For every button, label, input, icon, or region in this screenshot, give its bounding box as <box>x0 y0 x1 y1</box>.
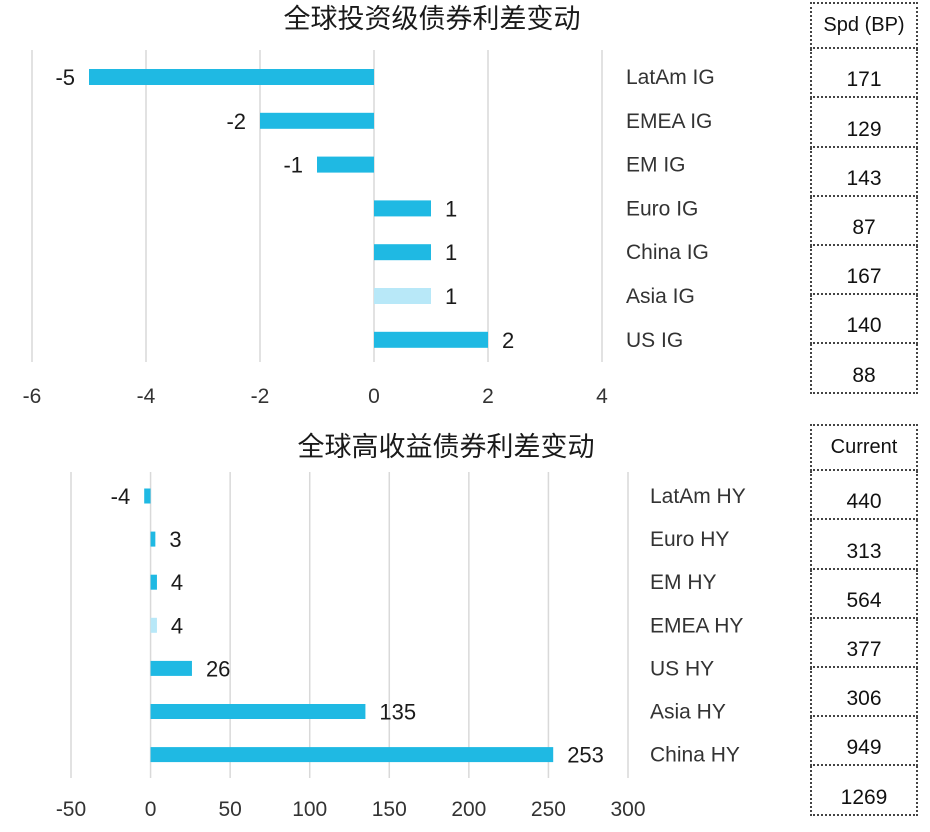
hy-tick-label: 150 <box>372 798 407 821</box>
ig-category-label: US IG <box>626 329 683 352</box>
ig-category-label: Euro IG <box>626 197 698 220</box>
ig-tick-label: 4 <box>596 385 608 408</box>
ig-data-label: -1 <box>283 153 303 178</box>
ig-data-label: 1 <box>445 240 457 265</box>
hy-data-label: 135 <box>379 700 416 725</box>
ig-data-label: -2 <box>226 109 246 134</box>
ig-bar-euro-ig <box>374 200 431 217</box>
ig-data-label: 1 <box>445 196 457 221</box>
ig-table-cell: 167 <box>810 243 918 296</box>
hy-chart-title: 全球高收益债券利差变动 <box>298 432 595 462</box>
ig-bar-emea-ig <box>260 112 374 129</box>
hy-bar-em-hy <box>150 574 157 590</box>
hy-category-label: EMEA HY <box>650 614 743 637</box>
hy-tick-label: 50 <box>218 798 241 821</box>
ig-spread-chart: 全球投资级债券利差变动 -6 -4 -2 0 2 4 -5 LatAm IG -2 EMEA IG -… <box>23 4 715 408</box>
hy-table-cell: 306 <box>810 665 918 718</box>
ig-bar-china-ig <box>374 244 431 261</box>
hy-category-label: Asia HY <box>650 701 726 724</box>
hy-bar-us-hy <box>150 660 192 676</box>
ig-table-cell: 129 <box>810 96 918 148</box>
ig-table-cell: 143 <box>810 145 918 197</box>
ig-spread-table: Spd (BP) 171 129 143 87 167 140 88 <box>810 1 918 394</box>
hy-category-label: Euro HY <box>650 528 729 551</box>
ig-category-label: Asia IG <box>626 285 695 308</box>
hy-category-label: US HY <box>650 657 714 680</box>
hy-bar-china-hy <box>150 747 554 763</box>
ig-bar-us-ig <box>374 331 488 348</box>
hy-data-label: 26 <box>206 656 230 681</box>
hy-table-cell: 377 <box>810 616 918 668</box>
hy-category-label: China HY <box>650 744 740 767</box>
hy-category-label: LatAm HY <box>650 485 746 508</box>
hy-data-label: 4 <box>171 613 183 638</box>
ig-chart-title: 全球投资级债券利差变动 <box>284 4 581 34</box>
ig-table-cell: 171 <box>810 47 918 99</box>
ig-data-label: 2 <box>502 328 514 353</box>
hy-data-label: -4 <box>111 484 131 509</box>
hy-tick-label: -50 <box>56 798 86 821</box>
ig-data-label: -5 <box>55 65 75 90</box>
ig-tick-label: 2 <box>482 385 494 408</box>
ig-tick-label: -6 <box>23 385 42 408</box>
ig-table-cell: 87 <box>810 194 918 246</box>
ig-category-label: EM IG <box>626 154 686 177</box>
hy-tick-label: 250 <box>531 798 566 821</box>
hy-tick-label: 0 <box>145 798 157 821</box>
hy-tick-label: 100 <box>292 798 327 821</box>
ig-table-cell: 88 <box>810 342 918 394</box>
hy-table-cell: 1269 <box>810 764 918 816</box>
hy-tick-label: 300 <box>610 798 645 821</box>
ig-tick-label: -2 <box>251 385 270 408</box>
ig-category-label: LatAm IG <box>626 66 715 89</box>
ig-bar-em-ig <box>317 156 374 173</box>
ig-category-label: China IG <box>626 241 709 264</box>
hy-table-cell: 313 <box>810 518 918 570</box>
ig-data-label: 1 <box>445 284 457 309</box>
hy-table-cell: 949 <box>810 715 918 767</box>
ig-category-label: EMEA IG <box>626 110 712 133</box>
hy-tick-label: 200 <box>451 798 486 821</box>
hy-spread-chart: 全球高收益债券利差变动 -50 0 50 100 150 200 250 300 -4 LatAm … <box>56 432 746 821</box>
hy-bar-emea-hy <box>150 617 157 633</box>
ig-table-header: Spd (BP) <box>810 1 918 50</box>
ig-bar-latam-ig <box>89 69 374 85</box>
hy-data-label: 4 <box>171 570 183 595</box>
hy-table-cell: 440 <box>810 469 918 521</box>
hy-bar-latam-hy <box>144 488 151 504</box>
hy-data-label: 253 <box>567 743 604 768</box>
ig-bar-asia-ig <box>374 288 431 304</box>
ig-tick-label: -4 <box>137 385 156 408</box>
ig-tick-label: 0 <box>368 385 380 408</box>
hy-spread-table: Current 440 313 564 377 306 949 1269 <box>810 423 918 816</box>
hy-category-label: EM HY <box>650 571 717 594</box>
ig-table-cell: 140 <box>810 293 918 345</box>
hy-table-header: Current <box>810 423 918 472</box>
hy-bar-asia-hy <box>150 704 366 719</box>
hy-table-cell: 564 <box>810 567 918 619</box>
hy-data-label: 3 <box>169 527 181 552</box>
hy-bar-euro-hy <box>150 531 156 547</box>
